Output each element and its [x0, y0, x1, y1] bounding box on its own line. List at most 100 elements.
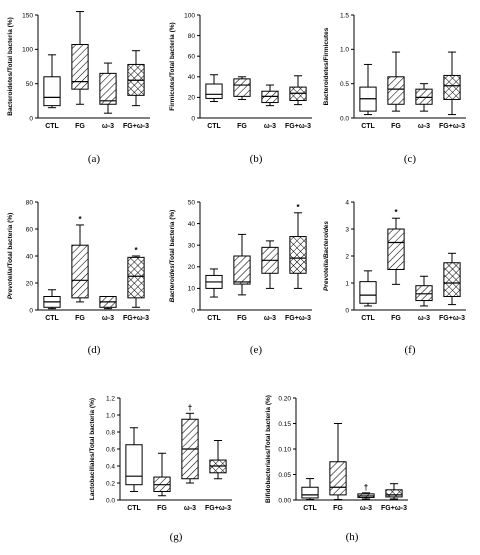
panel-letter: (f) [405, 344, 416, 356]
y-axis-label: Firmicutes/Total bacteria (%) [169, 22, 176, 110]
box-iqr [71, 244, 89, 299]
y-tick-label: 40 [188, 74, 196, 81]
x-tick-label: FG+ω-3 [439, 315, 465, 322]
y-axis-label: Bifidobacteriales/Total bacteria (%) [265, 395, 272, 503]
y-axis-label: Lactobacillales/Total bacteria (%) [89, 398, 96, 500]
y-tick-label: 100 [184, 12, 195, 19]
box-FG [329, 423, 347, 500]
box-iqr [99, 72, 117, 105]
box-FG+ω-3 [127, 50, 145, 107]
panel-b: 0 20 40 60 80 100 Firmicutes/Total bacteria (%… [169, 12, 312, 165]
box-iqr [233, 255, 251, 285]
box-iqr [329, 461, 347, 496]
y-tick-label: 1.0 [106, 412, 115, 419]
box-iqr [415, 88, 433, 105]
y-tick-label: 3 [345, 226, 349, 233]
y-tick-label: 0 [191, 307, 195, 314]
box-FG [233, 233, 251, 296]
y-tick-label: 0.05 [278, 472, 291, 479]
box-FG+ω-3: * [289, 203, 307, 289]
y-tick-label: 50 [188, 199, 196, 206]
box-FG [233, 76, 251, 100]
panel-letter: (a) [88, 153, 101, 165]
box-iqr [301, 486, 319, 499]
x-tick-label: FG+ω-3 [205, 505, 231, 512]
x-tick-label: ω-3 [184, 505, 196, 512]
box-ω-3 [261, 240, 279, 289]
y-tick-label: 0.10 [278, 446, 291, 453]
box-iqr [443, 262, 461, 297]
box-iqr [205, 83, 223, 99]
y-tick-label: 0.5 [340, 81, 349, 88]
y-tick-label: 0.2 [106, 480, 115, 487]
y-axis-label-rest: /Total bacteria (%) [169, 210, 176, 266]
significance-mark: * [394, 208, 398, 217]
box-CTL [359, 270, 377, 307]
y-axis-label: Bacteroidetes/Firmicutes [323, 27, 330, 105]
box-FG: * [387, 208, 405, 285]
y-axis-label: Prevotella/Bacteroides [323, 221, 330, 291]
x-tick-label: CTL [361, 315, 375, 322]
box-ω-3 [415, 83, 433, 112]
y-tick-label: 0 [191, 115, 195, 122]
box-iqr [387, 76, 405, 105]
significance-mark: * [296, 203, 300, 212]
x-tick-label: FG+ω-3 [123, 123, 149, 130]
box-ω-3 [415, 275, 433, 307]
panel-c: 0.0 0.5 1.0 1.5 Bacteroidetes/Firmicutes CTL F… [323, 12, 466, 165]
x-tick-label: FG+ω-3 [285, 123, 311, 130]
box-iqr [385, 489, 403, 498]
x-tick-label: FG [391, 123, 401, 130]
y-tick-label: 20 [188, 264, 196, 271]
box-FG+ω-3 [443, 51, 461, 116]
x-tick-label: CTL [127, 505, 141, 512]
y-tick-label: 150 [22, 12, 33, 19]
panel-letter: (b) [250, 153, 263, 165]
y-tick-label: 0 [29, 115, 33, 122]
y-axis-label-italic: Prevotella/Bacteroides [323, 221, 330, 291]
panel-letter: (e) [250, 344, 263, 356]
box-FG+ω-3 [443, 252, 461, 306]
x-tick-label: FG [237, 315, 247, 322]
y-tick-label: 100 [22, 47, 33, 54]
x-tick-label: ω-3 [418, 123, 430, 130]
box-FG+ω-3 [209, 440, 227, 480]
y-tick-label: 1.0 [340, 47, 349, 54]
x-tick-label: FG [75, 315, 85, 322]
box-iqr [71, 44, 89, 90]
box-CTL [205, 268, 223, 298]
panel-a: 0 50 100 150 Bacteroidetes/Total bacteria (%… [7, 11, 150, 165]
y-axis-label-rest: /Total bacteria (%) [7, 213, 14, 269]
x-tick-label: CTL [207, 123, 221, 130]
box-FG+ω-3 [289, 75, 307, 106]
x-tick-label: CTL [45, 123, 59, 130]
y-tick-label: 20 [26, 280, 34, 287]
panel-g: 0.0 0.2 0.4 0.6 0.8 1.0 1.2 Lactobacillales/Tot… [89, 395, 232, 543]
y-tick-label: 20 [188, 95, 196, 102]
y-tick-label: 50 [26, 81, 34, 88]
y-tick-label: 1 [345, 280, 349, 287]
y-axis-label: Prevotella/Total bacteria (%) [7, 213, 14, 300]
significance-mark: † [188, 403, 192, 412]
x-tick-label: CTL [207, 315, 221, 322]
box-iqr [125, 444, 143, 486]
x-tick-label: ω-3 [102, 123, 114, 130]
y-tick-label: 0.0 [106, 497, 115, 504]
box-CTL [125, 427, 143, 492]
box-FG [153, 452, 171, 497]
x-tick-label: CTL [45, 315, 59, 322]
x-tick-label: ω-3 [264, 315, 276, 322]
y-tick-label: 0.00 [278, 497, 291, 504]
x-tick-label: FG [157, 505, 167, 512]
x-tick-label: FG [237, 123, 247, 130]
y-tick-label: 0.4 [106, 463, 115, 470]
box-FG+ω-3 [385, 483, 403, 500]
box-CTL [301, 478, 319, 500]
panel-letter: (c) [404, 153, 417, 165]
box-CTL [43, 54, 61, 109]
y-axis-label: Bacteroidetes/Total bacteria (%) [7, 17, 14, 116]
y-tick-label: 0.20 [278, 395, 291, 402]
box-ω-3: † [181, 403, 199, 484]
y-tick-label: 30 [188, 243, 196, 250]
